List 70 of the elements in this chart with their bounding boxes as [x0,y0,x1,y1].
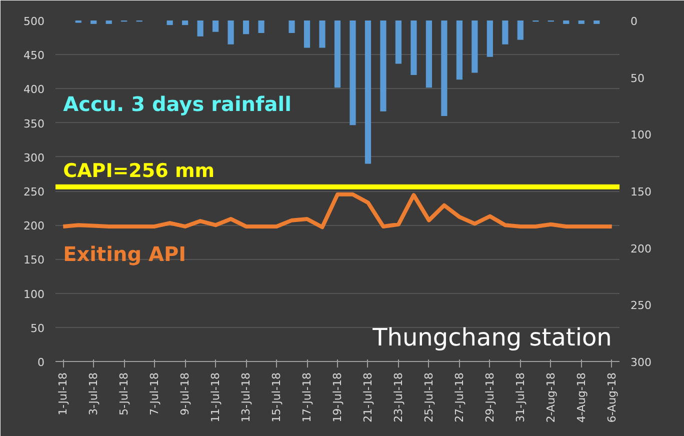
y-tick-label: 200 [24,220,45,233]
bar [380,20,386,112]
y-tick-label: 350 [24,117,45,130]
x-tick-label: 25-Jul-18 [422,372,436,422]
bar [212,20,219,32]
bar [242,20,250,34]
bar [517,20,524,40]
y-tick-label: 500 [24,15,45,28]
x-tick-label: 21-Jul-18 [361,372,374,422]
y2-tick-label: 100 [630,128,652,142]
bar [502,20,508,44]
x-tick-label: 2-Aug-18 [544,372,558,423]
x-tick-label: 7-Jul-18 [148,372,162,416]
y2-tick-label: 200 [630,242,652,256]
bar [456,20,462,80]
x-tick-label: 13-Jul-18 [240,372,253,422]
bar [563,20,570,24]
y-tick-label: 450 [24,49,45,62]
x-tick-label: 6-Aug-18 [605,372,618,423]
bar [319,20,326,48]
bar [350,20,356,126]
y2-tick-label: 150 [630,186,652,198]
y-tick-label: 0 [38,356,44,369]
bar [90,20,97,24]
bar [395,20,402,64]
bar [486,20,493,57]
ref-line-label: CAPI=256 mm [63,160,215,182]
bar [441,20,448,116]
bar [594,20,600,24]
x-tick-label: 19-Jul-18 [331,372,344,422]
y-tick-label: 100 [24,288,45,301]
bar [472,20,478,73]
y2-tick-label: 250 [630,299,652,312]
x-tick-label: 3-Jul-18 [87,372,100,416]
x-tick-label: 4-Aug-18 [574,372,588,423]
bar [410,20,417,76]
bar [364,20,372,164]
x-tick-label: 15-Jul-18 [270,372,284,422]
x-tick-label: 17-Jul-18 [300,372,314,422]
bar [166,20,173,26]
bar [578,20,584,24]
text: Accu. 3 days rainfall [63,92,292,116]
y2-tick-label: 50 [630,72,644,85]
x-tick-label: 29-Jul-18 [483,372,496,422]
y2-tick-label: 0 [630,15,638,28]
series-label: Exiting API [63,242,186,266]
y-tick-label: 250 [24,186,45,198]
x-tick-label: 23-Jul-18 [392,372,405,422]
bar [304,20,310,48]
bar [288,20,295,34]
x-tick-label: 27-Jul-18 [452,372,466,422]
x-tick-label: 11-Jul-18 [209,372,222,422]
bar [182,20,188,26]
bar [106,20,112,24]
bar [197,20,204,36]
bar [228,20,234,44]
x-tick-label: 31-Jul-18 [514,372,527,422]
annotation: Thungchang station [372,323,612,352]
x-tick-label: 1-Jul-18 [56,372,70,416]
y-tick-label: 300 [24,151,45,164]
x-tick-label: 9-Jul-18 [178,372,192,416]
y-tick-label: 400 [24,83,45,96]
line-series [61,192,614,230]
bar [334,20,341,88]
y2-tick-label: 300 [630,356,652,369]
x-tick-label: 5-Jul-18 [118,372,131,416]
y-tick-label: 150 [24,254,45,267]
bar [258,20,264,34]
y-tick-label: 50 [30,322,45,335]
bar [426,20,432,88]
